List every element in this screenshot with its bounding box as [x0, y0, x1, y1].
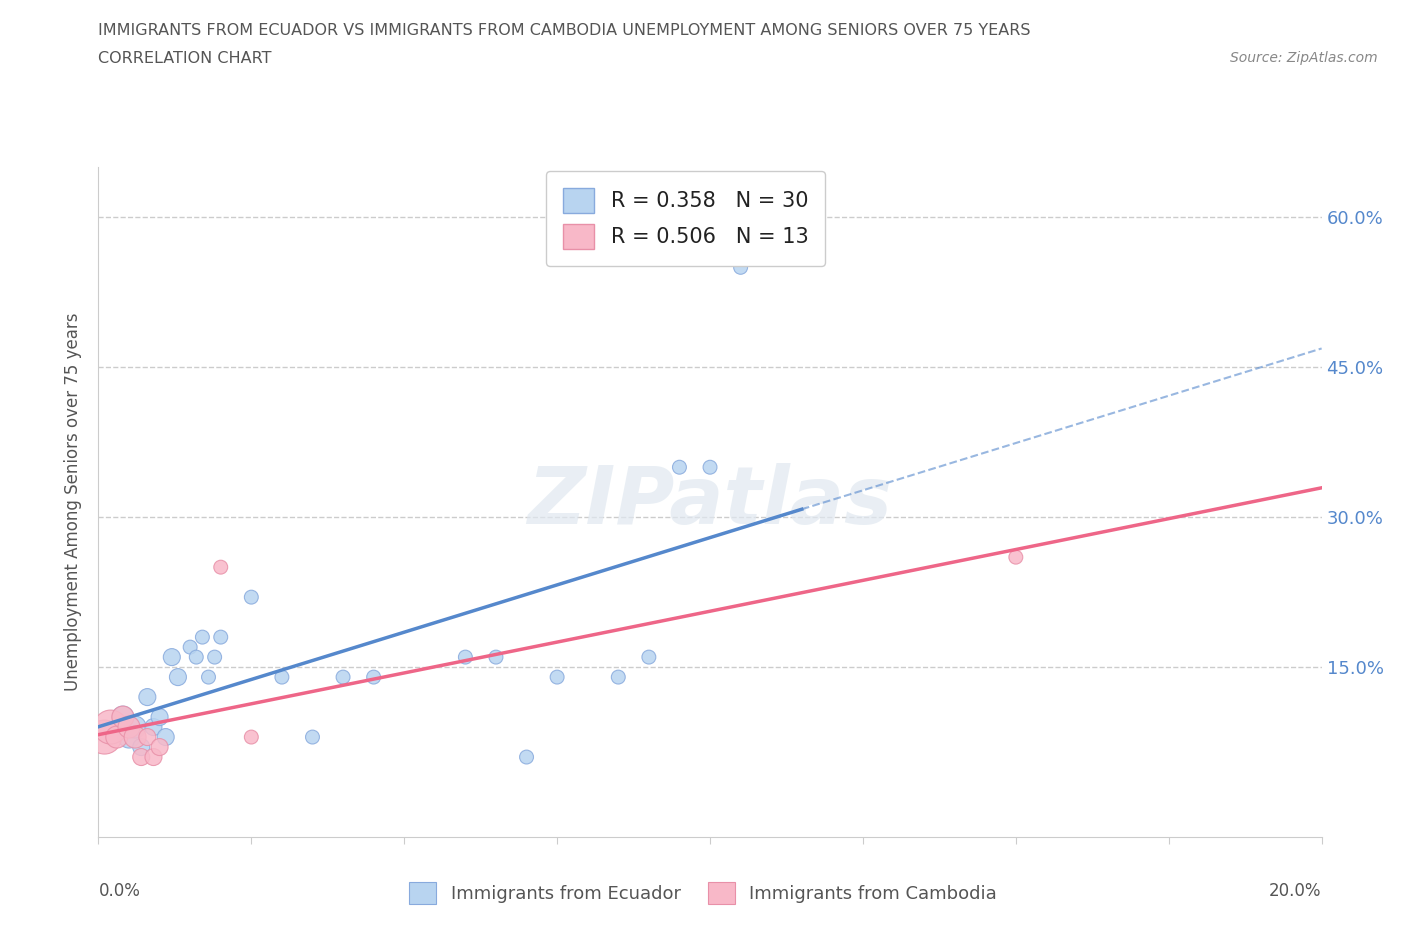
Point	[485, 650, 508, 665]
Point	[186, 650, 208, 665]
Y-axis label: Unemployment Among Seniors over 75 years: Unemployment Among Seniors over 75 years	[65, 313, 83, 691]
Point	[111, 710, 134, 724]
Point	[204, 650, 226, 665]
Legend: Immigrants from Ecuador, Immigrants from Cambodia: Immigrants from Ecuador, Immigrants from…	[402, 874, 1004, 911]
Point	[124, 730, 146, 745]
Point	[136, 730, 159, 745]
Point	[179, 640, 201, 655]
Point	[142, 750, 165, 764]
Text: Source: ZipAtlas.com: Source: ZipAtlas.com	[1230, 51, 1378, 65]
Point	[167, 670, 190, 684]
Text: ZIPatlas: ZIPatlas	[527, 463, 893, 541]
Point	[111, 710, 134, 724]
Point	[301, 730, 323, 745]
Point	[155, 730, 177, 745]
Point	[105, 730, 128, 745]
Point	[270, 670, 292, 684]
Point	[240, 730, 263, 745]
Point	[668, 459, 690, 474]
Point	[454, 650, 477, 665]
Point	[240, 590, 263, 604]
Point	[129, 750, 152, 764]
Point	[142, 720, 165, 735]
Point	[118, 730, 141, 745]
Point	[699, 459, 721, 474]
Point	[363, 670, 385, 684]
Point	[607, 670, 630, 684]
Point	[332, 670, 354, 684]
Point	[149, 710, 172, 724]
Legend: R = 0.358   N = 30, R = 0.506   N = 13: R = 0.358 N = 30, R = 0.506 N = 13	[546, 171, 825, 266]
Point	[100, 720, 122, 735]
Point	[118, 720, 141, 735]
Point	[197, 670, 219, 684]
Point	[124, 720, 146, 735]
Point	[136, 690, 159, 705]
Point	[637, 650, 661, 665]
Point	[191, 630, 214, 644]
Point	[149, 739, 172, 754]
Text: IMMIGRANTS FROM ECUADOR VS IMMIGRANTS FROM CAMBODIA UNEMPLOYMENT AMONG SENIORS O: IMMIGRANTS FROM ECUADOR VS IMMIGRANTS FR…	[98, 23, 1031, 38]
Point	[93, 730, 115, 745]
Text: CORRELATION CHART: CORRELATION CHART	[98, 51, 271, 66]
Point	[209, 560, 232, 575]
Point	[730, 259, 752, 274]
Point	[160, 650, 183, 665]
Point	[129, 739, 152, 754]
Point	[516, 750, 538, 764]
Text: 0.0%: 0.0%	[98, 882, 141, 900]
Point	[209, 630, 232, 644]
Point	[546, 670, 568, 684]
Point	[1004, 550, 1026, 565]
Text: 20.0%: 20.0%	[1270, 882, 1322, 900]
